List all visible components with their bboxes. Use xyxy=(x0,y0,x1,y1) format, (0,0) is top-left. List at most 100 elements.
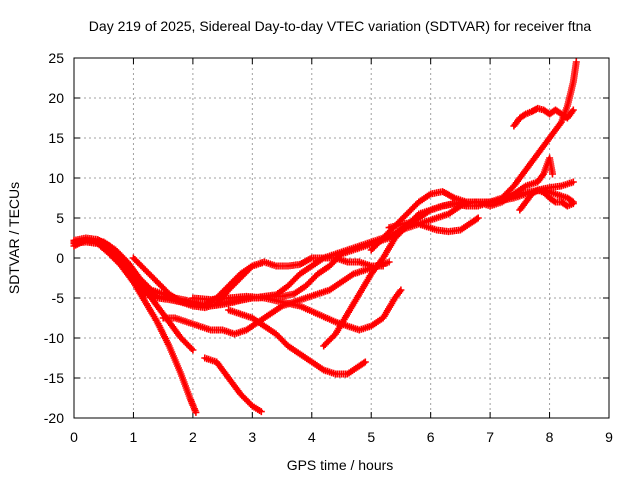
data-point xyxy=(298,304,302,308)
data-point xyxy=(280,295,284,298)
data-point xyxy=(554,108,557,112)
data-point xyxy=(542,191,545,194)
data-point xyxy=(274,332,278,336)
data-point xyxy=(102,240,105,244)
data-point xyxy=(334,320,337,324)
data-point xyxy=(322,256,325,260)
x-tick-label: 6 xyxy=(427,429,435,445)
x-tick-label: 5 xyxy=(367,429,375,445)
series-arc-13 xyxy=(367,154,556,254)
data-point xyxy=(370,248,373,252)
data-point xyxy=(560,200,563,204)
data-point xyxy=(488,204,492,208)
data-point xyxy=(191,304,195,308)
data-point xyxy=(227,308,230,312)
data-point xyxy=(566,196,569,200)
data-point xyxy=(227,284,230,288)
data-point xyxy=(316,272,319,276)
data-point xyxy=(346,324,349,328)
data-point xyxy=(447,230,450,233)
data-point xyxy=(346,260,349,264)
data-point xyxy=(441,204,444,208)
data-point xyxy=(566,116,569,120)
data-point xyxy=(566,204,569,208)
data-point xyxy=(411,220,415,224)
data-point xyxy=(530,110,533,113)
data-point xyxy=(316,312,319,316)
data-point xyxy=(465,200,468,204)
data-point xyxy=(518,116,522,120)
x-tick-label: 2 xyxy=(189,429,197,445)
data-point xyxy=(173,316,177,320)
data-point xyxy=(524,112,527,116)
data-point xyxy=(435,228,438,232)
series-arc-11 xyxy=(320,58,580,350)
data-point xyxy=(429,208,432,212)
data-point xyxy=(322,344,325,348)
data-point xyxy=(334,332,337,336)
data-point xyxy=(167,344,171,348)
series-arc-08 xyxy=(201,354,265,416)
data-point xyxy=(417,200,420,204)
series-arc-15 xyxy=(516,186,577,214)
data-point xyxy=(215,303,218,306)
data-point xyxy=(560,112,563,116)
data-point xyxy=(144,300,147,304)
data-point xyxy=(84,240,88,244)
data-point xyxy=(316,292,319,296)
data-point xyxy=(453,202,456,205)
data-point xyxy=(575,60,578,64)
data-point xyxy=(500,200,504,204)
data-point xyxy=(90,239,94,242)
data-point xyxy=(346,248,349,252)
data-point xyxy=(548,156,551,160)
data-point xyxy=(358,244,361,248)
y-tick-label: -5 xyxy=(52,290,65,306)
data-point xyxy=(548,112,551,116)
data-point xyxy=(572,202,575,205)
data-point xyxy=(364,268,367,272)
data-point xyxy=(512,184,516,188)
data-point xyxy=(144,268,147,272)
data-point xyxy=(292,292,296,296)
data-point xyxy=(274,293,278,296)
data-point xyxy=(156,304,159,308)
data-point xyxy=(393,236,397,240)
data-point xyxy=(459,228,462,232)
data-point xyxy=(227,296,230,300)
y-axis-title: SDTVAR / TECUs xyxy=(6,182,22,294)
y-axis: -20 -15 -10 -5 0 5 10 15 20 25 xyxy=(44,50,609,426)
data-point xyxy=(548,136,551,140)
data-point xyxy=(447,212,450,216)
data-series xyxy=(70,58,580,416)
data-point xyxy=(358,364,361,368)
data-point xyxy=(381,256,385,260)
data-point xyxy=(72,242,76,245)
series-arc-06 xyxy=(129,178,577,312)
y-tick-label: -20 xyxy=(44,410,64,426)
data-point xyxy=(381,236,385,240)
y-tick-label: 15 xyxy=(48,130,64,146)
x-axis: 0 1 2 3 4 5 6 7 8 9 xyxy=(70,58,613,445)
data-point xyxy=(126,260,129,264)
y-tick-label: -15 xyxy=(44,370,64,386)
data-point xyxy=(453,196,456,200)
data-point xyxy=(399,288,403,292)
y-tick-label: -10 xyxy=(44,330,64,346)
data-point xyxy=(298,263,302,266)
x-tick-label: 3 xyxy=(248,429,256,445)
data-point xyxy=(524,184,527,188)
data-point xyxy=(542,108,545,112)
data-point xyxy=(536,188,539,192)
data-point xyxy=(477,216,480,220)
data-point xyxy=(167,292,171,296)
data-point xyxy=(114,248,117,252)
data-point xyxy=(221,328,224,332)
data-point xyxy=(393,224,397,228)
data-point xyxy=(370,324,373,328)
data-point xyxy=(381,316,385,320)
data-point xyxy=(405,212,409,216)
data-point xyxy=(263,324,266,328)
data-point xyxy=(188,396,192,400)
data-point xyxy=(239,392,242,396)
